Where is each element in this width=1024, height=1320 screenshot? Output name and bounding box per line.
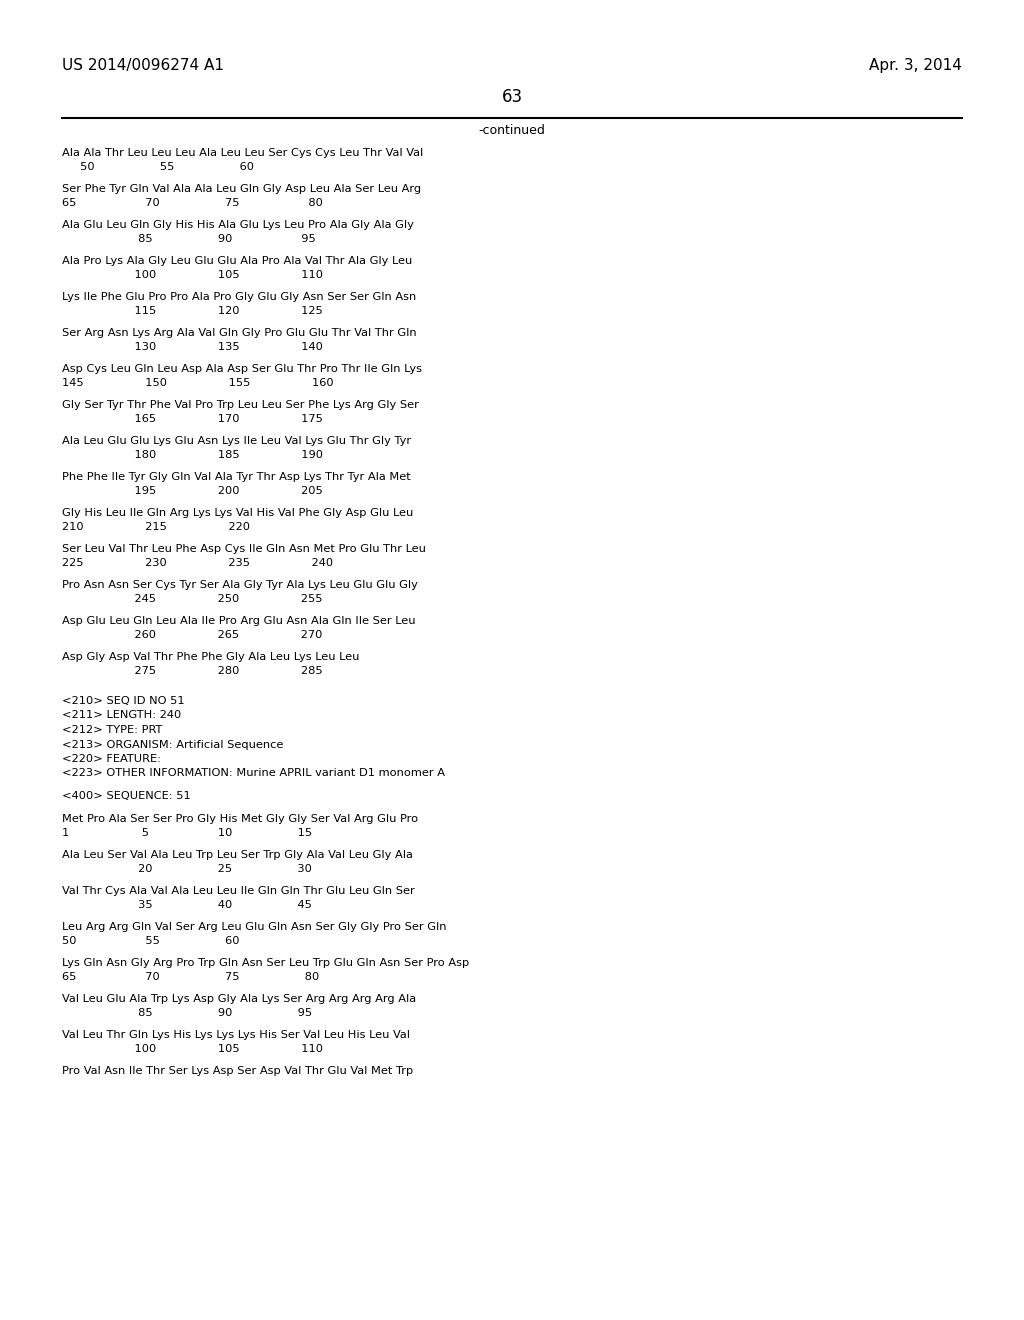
Text: 35                  40                  45: 35 40 45 [62, 900, 312, 909]
Text: 100                 105                 110: 100 105 110 [62, 1044, 323, 1053]
Text: Lys Gln Asn Gly Arg Pro Trp Gln Asn Ser Leu Trp Glu Gln Asn Ser Pro Asp: Lys Gln Asn Gly Arg Pro Trp Gln Asn Ser … [62, 957, 469, 968]
Text: 50                   55                  60: 50 55 60 [62, 936, 240, 946]
Text: 65                   70                  75                   80: 65 70 75 80 [62, 198, 323, 209]
Text: Ala Glu Leu Gln Gly His His Ala Glu Lys Leu Pro Ala Gly Ala Gly: Ala Glu Leu Gln Gly His His Ala Glu Lys … [62, 220, 414, 230]
Text: 130                 135                 140: 130 135 140 [62, 342, 323, 352]
Text: <212> TYPE: PRT: <212> TYPE: PRT [62, 725, 163, 735]
Text: <211> LENGTH: 240: <211> LENGTH: 240 [62, 710, 181, 721]
Text: 210                 215                 220: 210 215 220 [62, 523, 250, 532]
Text: 165                 170                 175: 165 170 175 [62, 414, 323, 425]
Text: Gly Ser Tyr Thr Phe Val Pro Trp Leu Leu Ser Phe Lys Arg Gly Ser: Gly Ser Tyr Thr Phe Val Pro Trp Leu Leu … [62, 400, 419, 411]
Text: <210> SEQ ID NO 51: <210> SEQ ID NO 51 [62, 696, 184, 706]
Text: 115                 120                 125: 115 120 125 [62, 306, 323, 317]
Text: 1                    5                   10                  15: 1 5 10 15 [62, 828, 312, 838]
Text: 20                  25                  30: 20 25 30 [62, 865, 312, 874]
Text: 65                   70                  75                  80: 65 70 75 80 [62, 972, 319, 982]
Text: Lys Ile Phe Glu Pro Pro Ala Pro Gly Glu Gly Asn Ser Ser Gln Asn: Lys Ile Phe Glu Pro Pro Ala Pro Gly Glu … [62, 292, 416, 302]
Text: 260                 265                 270: 260 265 270 [62, 631, 323, 640]
Text: Phe Phe Ile Tyr Gly Gln Val Ala Tyr Thr Asp Lys Thr Tyr Ala Met: Phe Phe Ile Tyr Gly Gln Val Ala Tyr Thr … [62, 473, 411, 482]
Text: Leu Arg Arg Gln Val Ser Arg Leu Glu Gln Asn Ser Gly Gly Pro Ser Gln: Leu Arg Arg Gln Val Ser Arg Leu Glu Gln … [62, 921, 446, 932]
Text: Asp Cys Leu Gln Leu Asp Ala Asp Ser Glu Thr Pro Thr Ile Gln Lys: Asp Cys Leu Gln Leu Asp Ala Asp Ser Glu … [62, 364, 422, 374]
Text: Val Leu Glu Ala Trp Lys Asp Gly Ala Lys Ser Arg Arg Arg Arg Ala: Val Leu Glu Ala Trp Lys Asp Gly Ala Lys … [62, 994, 416, 1003]
Text: Ala Leu Glu Glu Lys Glu Asn Lys Ile Leu Val Lys Glu Thr Gly Tyr: Ala Leu Glu Glu Lys Glu Asn Lys Ile Leu … [62, 436, 411, 446]
Text: Ala Pro Lys Ala Gly Leu Glu Glu Ala Pro Ala Val Thr Ala Gly Leu: Ala Pro Lys Ala Gly Leu Glu Glu Ala Pro … [62, 256, 413, 267]
Text: 100                 105                 110: 100 105 110 [62, 271, 323, 281]
Text: Ser Phe Tyr Gln Val Ala Ala Leu Gln Gly Asp Leu Ala Ser Leu Arg: Ser Phe Tyr Gln Val Ala Ala Leu Gln Gly … [62, 183, 421, 194]
Text: 225                 230                 235                 240: 225 230 235 240 [62, 558, 333, 569]
Text: 245                 250                 255: 245 250 255 [62, 594, 323, 605]
Text: Ser Leu Val Thr Leu Phe Asp Cys Ile Gln Asn Met Pro Glu Thr Leu: Ser Leu Val Thr Leu Phe Asp Cys Ile Gln … [62, 544, 426, 554]
Text: 63: 63 [502, 88, 522, 106]
Text: Ser Arg Asn Lys Arg Ala Val Gln Gly Pro Glu Glu Thr Val Thr Gln: Ser Arg Asn Lys Arg Ala Val Gln Gly Pro … [62, 327, 417, 338]
Text: <400> SEQUENCE: 51: <400> SEQUENCE: 51 [62, 791, 190, 801]
Text: Ala Leu Ser Val Ala Leu Trp Leu Ser Trp Gly Ala Val Leu Gly Ala: Ala Leu Ser Val Ala Leu Trp Leu Ser Trp … [62, 850, 413, 859]
Text: US 2014/0096274 A1: US 2014/0096274 A1 [62, 58, 224, 73]
Text: 85                  90                  95: 85 90 95 [62, 1008, 312, 1018]
Text: <220> FEATURE:: <220> FEATURE: [62, 754, 161, 764]
Text: 145                 150                 155                 160: 145 150 155 160 [62, 379, 334, 388]
Text: -continued: -continued [478, 124, 546, 137]
Text: Pro Val Asn Ile Thr Ser Lys Asp Ser Asp Val Thr Glu Val Met Trp: Pro Val Asn Ile Thr Ser Lys Asp Ser Asp … [62, 1065, 414, 1076]
Text: Pro Asn Asn Ser Cys Tyr Ser Ala Gly Tyr Ala Lys Leu Glu Glu Gly: Pro Asn Asn Ser Cys Tyr Ser Ala Gly Tyr … [62, 579, 418, 590]
Text: 275                 280                 285: 275 280 285 [62, 667, 323, 676]
Text: Gly His Leu Ile Gln Arg Lys Lys Val His Val Phe Gly Asp Glu Leu: Gly His Leu Ile Gln Arg Lys Lys Val His … [62, 508, 414, 517]
Text: 85                  90                   95: 85 90 95 [62, 235, 315, 244]
Text: Ala Ala Thr Leu Leu Leu Ala Leu Leu Ser Cys Cys Leu Thr Val Val: Ala Ala Thr Leu Leu Leu Ala Leu Leu Ser … [62, 148, 423, 158]
Text: Apr. 3, 2014: Apr. 3, 2014 [869, 58, 962, 73]
Text: 180                 185                 190: 180 185 190 [62, 450, 323, 461]
Text: 195                 200                 205: 195 200 205 [62, 487, 323, 496]
Text: 50                  55                  60: 50 55 60 [62, 162, 254, 173]
Text: Val Leu Thr Gln Lys His Lys Lys Lys His Ser Val Leu His Leu Val: Val Leu Thr Gln Lys His Lys Lys Lys His … [62, 1030, 410, 1040]
Text: <213> ORGANISM: Artificial Sequence: <213> ORGANISM: Artificial Sequence [62, 739, 284, 750]
Text: Asp Gly Asp Val Thr Phe Phe Gly Ala Leu Lys Leu Leu: Asp Gly Asp Val Thr Phe Phe Gly Ala Leu … [62, 652, 359, 663]
Text: Met Pro Ala Ser Ser Pro Gly His Met Gly Gly Ser Val Arg Glu Pro: Met Pro Ala Ser Ser Pro Gly His Met Gly … [62, 813, 418, 824]
Text: Asp Glu Leu Gln Leu Ala Ile Pro Arg Glu Asn Ala Gln Ile Ser Leu: Asp Glu Leu Gln Leu Ala Ile Pro Arg Glu … [62, 616, 416, 626]
Text: Val Thr Cys Ala Val Ala Leu Leu Ile Gln Gln Thr Glu Leu Gln Ser: Val Thr Cys Ala Val Ala Leu Leu Ile Gln … [62, 886, 415, 895]
Text: <223> OTHER INFORMATION: Murine APRIL variant D1 monomer A: <223> OTHER INFORMATION: Murine APRIL va… [62, 768, 445, 779]
